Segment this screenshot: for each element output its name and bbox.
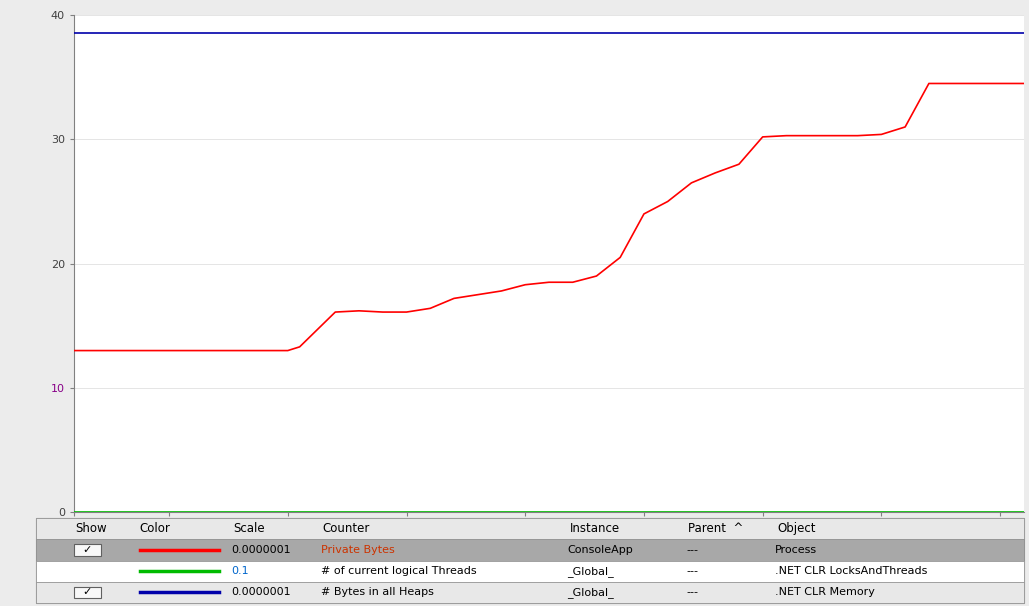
Text: Parent  ^: Parent ^ [688,522,743,535]
Text: Counter: Counter [322,522,369,535]
Text: ---: --- [686,545,698,555]
Text: ---: --- [686,587,698,598]
Text: ✓: ✓ [82,545,92,555]
Text: Process: Process [775,545,817,555]
Bar [36,561,1024,582]
Text: .NET CLR LocksAndThreads: .NET CLR LocksAndThreads [775,566,927,576]
Text: Scale: Scale [234,522,265,535]
Text: Show: Show [75,522,107,535]
Bar [36,539,1024,561]
Bar [36,582,1024,603]
Text: Color: Color [140,522,171,535]
Bar [36,518,1024,539]
Text: .NET CLR Memory: .NET CLR Memory [775,587,875,598]
Text: _Global_: _Global_ [567,566,614,576]
Text: ✓: ✓ [82,587,92,598]
Text: _Global_: _Global_ [567,587,614,598]
Text: 0.0000001: 0.0000001 [232,587,291,598]
Text: Object: Object [777,522,815,535]
Bar [73,587,101,598]
Text: # of current logical Threads: # of current logical Threads [320,566,476,576]
Bar [73,544,101,556]
Text: 0.0000001: 0.0000001 [232,545,291,555]
Text: # Bytes in all Heaps: # Bytes in all Heaps [320,587,433,598]
Text: ---: --- [686,566,698,576]
Text: Private Bytes: Private Bytes [320,545,394,555]
Text: ConsoleApp: ConsoleApp [567,545,633,555]
Text: 0.1: 0.1 [232,566,249,576]
Text: Instance: Instance [569,522,619,535]
